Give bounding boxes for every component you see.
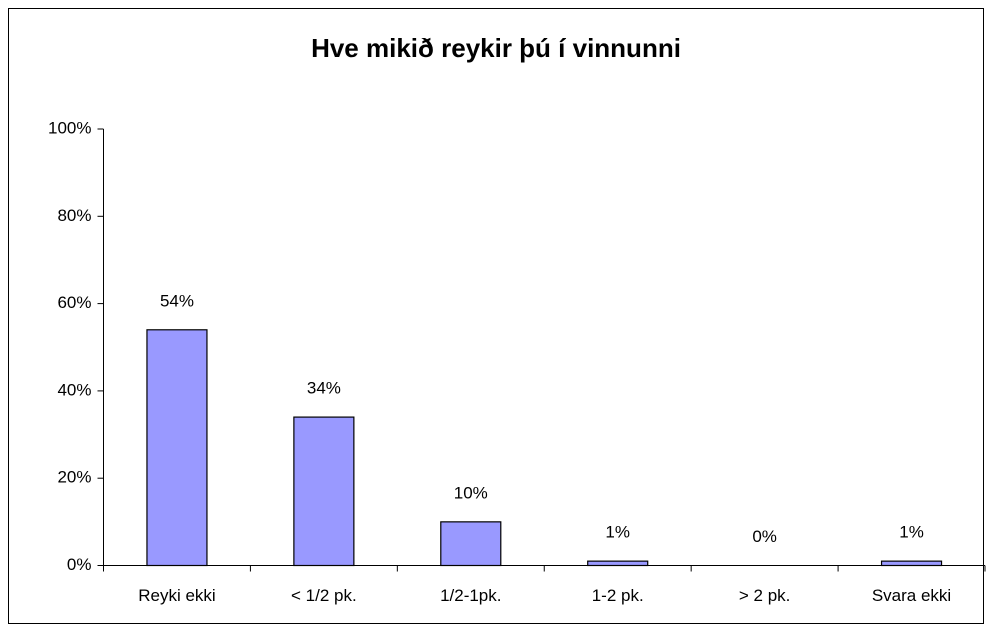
bar (293, 416, 355, 567)
x-tick-label: Svara ekki (872, 586, 951, 605)
y-tick-label: 20% (57, 468, 91, 487)
y-tick-label: 80% (57, 206, 91, 225)
x-tick-label: 1-2 pk. (592, 586, 644, 605)
value-label: 0% (752, 527, 777, 546)
bar (440, 521, 502, 567)
bar (587, 560, 649, 567)
value-label: 54% (160, 291, 194, 310)
chart-title: Hve mikið reykir þú í vinnunni (311, 33, 681, 63)
y-tick-label: 40% (57, 380, 91, 399)
y-tick-label: 60% (57, 293, 91, 312)
bar (146, 329, 208, 567)
value-label: 10% (454, 483, 488, 502)
y-tick-label: 100% (48, 118, 91, 137)
value-label: 1% (605, 523, 630, 542)
x-tick-label: < 1/2 pk. (291, 586, 357, 605)
value-label: 1% (899, 523, 924, 542)
value-label: 34% (307, 379, 341, 398)
bar (880, 560, 943, 567)
y-tick-label: 0% (67, 555, 92, 574)
x-tick-label: 1/2-1pk. (440, 586, 501, 605)
x-tick-label: > 2 pk. (739, 586, 791, 605)
x-tick-label: Reyki ekki (138, 586, 215, 605)
